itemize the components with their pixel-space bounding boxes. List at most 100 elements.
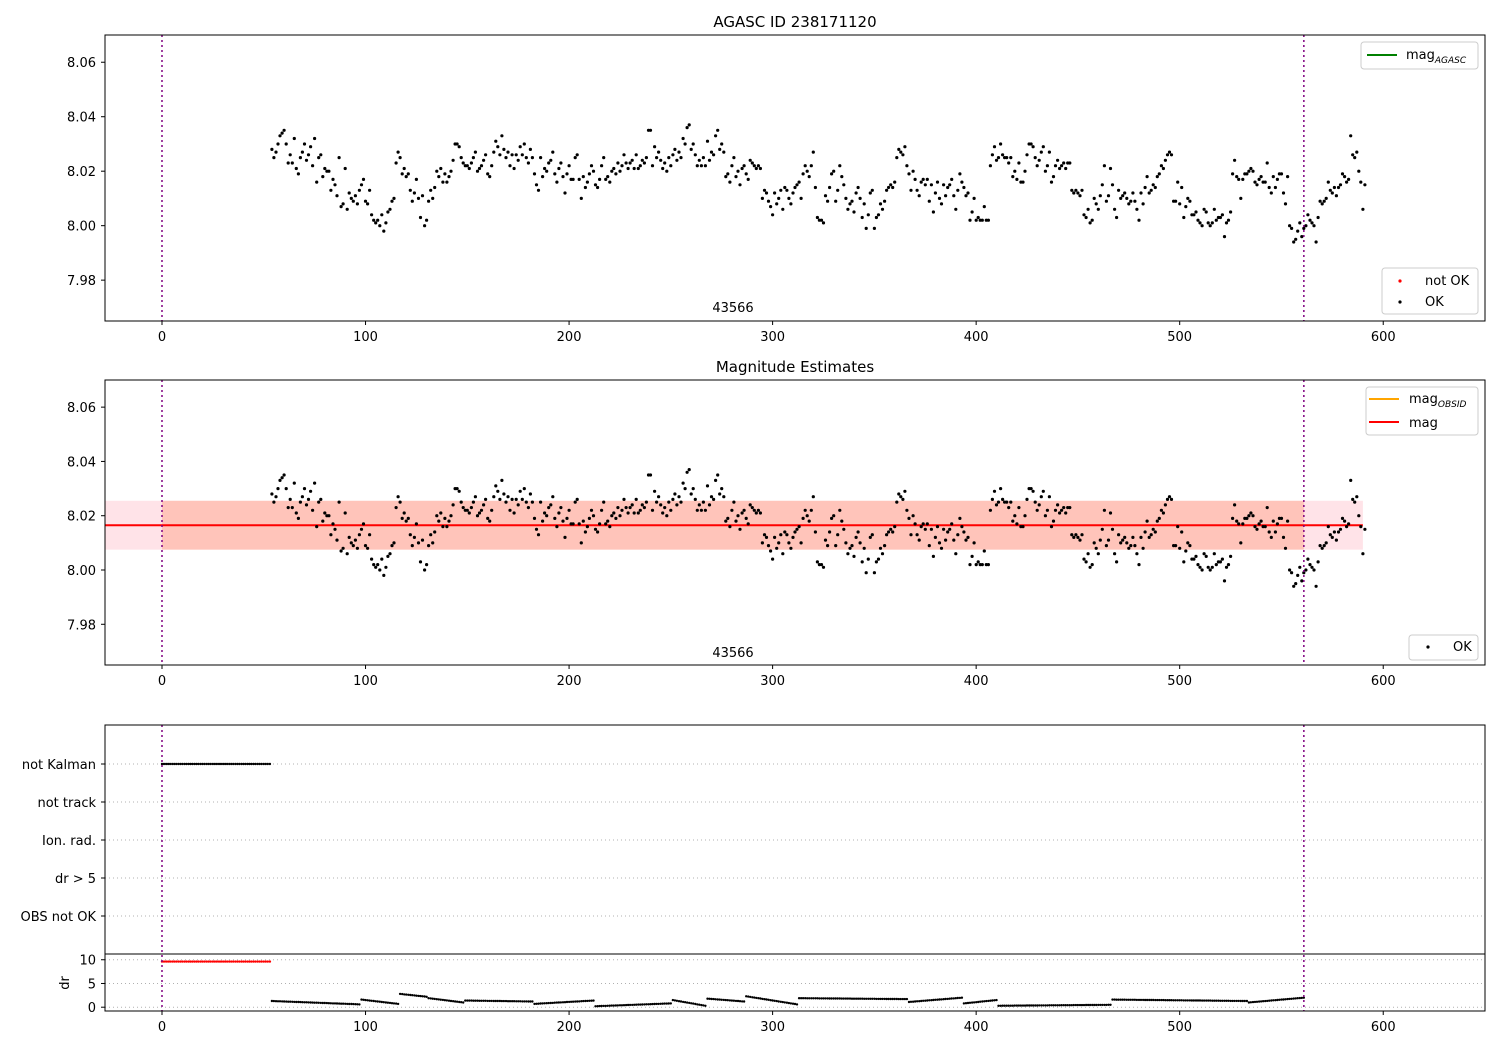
ok-point xyxy=(363,199,368,203)
ok-point xyxy=(677,495,681,499)
ok-point xyxy=(1218,560,1222,564)
ok-point xyxy=(1165,153,1170,157)
dr-point-ok xyxy=(1164,999,1167,1002)
ok-point xyxy=(337,500,341,504)
ok-point xyxy=(498,153,502,157)
ok-point xyxy=(1015,522,1019,526)
ok-point xyxy=(1200,224,1204,228)
ok-point xyxy=(520,153,524,157)
ok-point xyxy=(944,194,948,198)
dr-point-ok xyxy=(531,1000,534,1003)
dr-point-ok xyxy=(1288,997,1291,1001)
ok-point xyxy=(583,530,588,534)
dr-point-not-ok xyxy=(207,960,210,963)
dr-point-not-ok xyxy=(244,960,247,963)
ok-point xyxy=(1094,202,1098,206)
dr-point-ok xyxy=(903,997,907,1001)
ok-point xyxy=(803,164,807,168)
ok-point xyxy=(494,139,498,143)
ok-point xyxy=(923,183,927,187)
ok-point xyxy=(640,503,644,507)
dr-point-ok xyxy=(1235,999,1238,1003)
x-tick-label: 300 xyxy=(760,1020,785,1035)
ok-point xyxy=(667,500,671,504)
ok-point xyxy=(431,541,435,545)
dr-point-not-ok xyxy=(168,960,172,963)
ok-point xyxy=(1110,183,1115,187)
ok-point xyxy=(789,202,793,206)
ok-point xyxy=(769,205,773,209)
ok-point xyxy=(673,147,677,151)
ok-point xyxy=(1192,213,1196,217)
ok-point xyxy=(716,473,720,477)
dr-point-not-ok xyxy=(260,960,263,963)
ok-point xyxy=(1281,191,1286,195)
flag-point-not-kalman xyxy=(201,762,204,766)
ok-point xyxy=(874,215,879,220)
ok-point xyxy=(994,503,999,507)
dr-point-ok xyxy=(557,1001,561,1004)
dr-point-ok xyxy=(909,1000,913,1003)
ok-point xyxy=(876,213,881,217)
ok-point xyxy=(1296,229,1300,233)
dr-point-ok xyxy=(401,992,404,996)
ok-point xyxy=(714,134,718,138)
ok-point xyxy=(435,514,439,518)
ok-point xyxy=(469,161,473,165)
x-tick-label: 500 xyxy=(1167,674,1192,689)
ok-point xyxy=(683,142,687,146)
ok-point xyxy=(1206,221,1210,225)
dr-point-ok xyxy=(879,997,882,1001)
ok-point xyxy=(939,202,944,206)
ok-point xyxy=(589,508,594,512)
ok-point xyxy=(1336,185,1341,190)
dr-point-ok xyxy=(1205,999,1208,1002)
ok-point xyxy=(294,166,298,171)
ok-point xyxy=(1021,525,1025,529)
ok-point xyxy=(746,522,750,526)
ok-point xyxy=(1151,183,1155,187)
dr-point-ok xyxy=(873,997,876,1000)
dr-point-ok xyxy=(1302,996,1306,999)
ok-point xyxy=(343,511,347,515)
ok-point xyxy=(1332,185,1336,190)
ok-point xyxy=(1039,150,1043,154)
ok-point xyxy=(756,164,761,168)
ok-point xyxy=(1192,557,1196,561)
ok-point xyxy=(433,185,437,190)
ok-point xyxy=(1133,199,1137,203)
dr-point-ok xyxy=(1278,998,1281,1001)
ok-point xyxy=(840,519,844,523)
ok-point xyxy=(860,215,864,220)
ok-point xyxy=(819,218,824,222)
dr-point-ok xyxy=(1166,999,1169,1002)
ok-point xyxy=(779,533,783,537)
ok-point xyxy=(1241,177,1245,181)
ok-point xyxy=(591,514,596,518)
ok-point xyxy=(1271,519,1275,523)
flag-point-not-kalman xyxy=(217,762,221,766)
flag-point-not-kalman xyxy=(193,762,196,766)
ok-point xyxy=(628,506,632,510)
dr-point-ok xyxy=(820,997,823,1000)
ok-point xyxy=(736,169,740,173)
ok-point xyxy=(948,183,952,187)
ok-point xyxy=(1279,516,1284,521)
dr-point-ok xyxy=(464,999,467,1002)
dr-point-ok xyxy=(500,999,504,1003)
x-tick-label: 0 xyxy=(158,330,166,345)
panel-1-title: AGASC ID 238171120 xyxy=(713,13,876,31)
ok-point xyxy=(374,221,378,225)
ok-point xyxy=(1070,533,1074,537)
ok-point xyxy=(870,188,874,192)
dr-point-ok xyxy=(529,1000,532,1003)
ok-point xyxy=(1306,557,1310,561)
dr-point-not-ok xyxy=(254,960,257,963)
dr-point-ok xyxy=(694,1002,697,1006)
dr-point-ok xyxy=(455,1000,459,1003)
dr-point-ok xyxy=(846,997,850,1000)
ok-point xyxy=(551,495,555,499)
ok-point xyxy=(895,156,899,160)
ok-point xyxy=(667,156,671,160)
dr-point-ok xyxy=(545,1002,548,1005)
